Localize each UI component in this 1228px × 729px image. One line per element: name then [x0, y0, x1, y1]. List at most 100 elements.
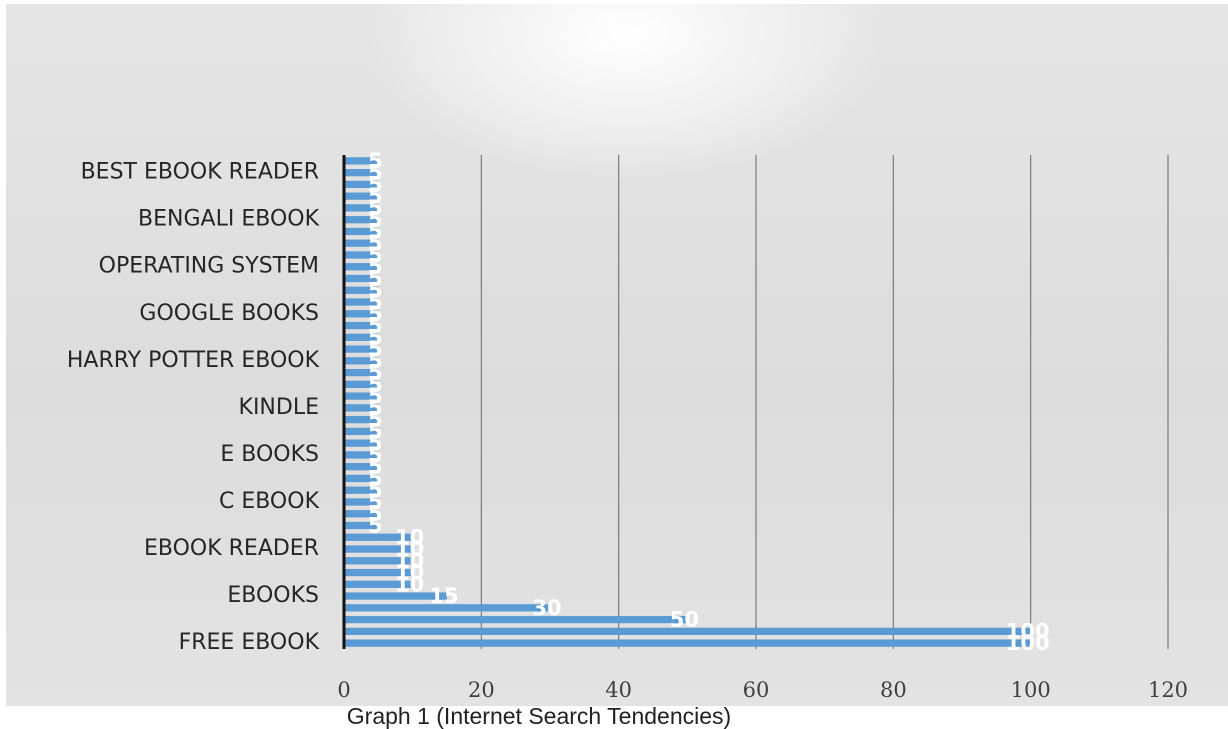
x-tick-label: 100 — [1011, 678, 1051, 702]
x-tick-label: 120 — [1148, 678, 1188, 702]
bar — [344, 345, 379, 353]
data-label: 5 — [368, 337, 383, 361]
bar — [344, 321, 379, 330]
bar — [344, 415, 379, 424]
data-label: 10 — [395, 549, 424, 573]
data-label: 5 — [368, 396, 383, 420]
bar — [344, 474, 379, 483]
data-label: 5 — [368, 419, 383, 443]
data-label: 5 — [368, 502, 383, 526]
category-label: C EBOOK — [219, 489, 320, 514]
bar — [344, 368, 379, 377]
bar — [344, 180, 379, 189]
data-label: 10 — [395, 572, 424, 596]
bar — [344, 380, 379, 389]
data-label: 5 — [368, 302, 383, 326]
chart-frame: 100 100 50 30 15 10 10 10 10 10 5 5 5 5 5 5 5 5 5 5 5 5 5 5 5 5 5 5… — [6, 4, 1228, 706]
data-label: 10 — [395, 561, 424, 585]
bar — [344, 192, 379, 200]
category-label: HARRY POTTER EBOOK — [67, 348, 320, 373]
bar — [344, 568, 413, 577]
category-labels: FREE EBOOK EBOOKS EBOOK READER C EBOOK E BOO… — [67, 160, 320, 655]
bar — [344, 439, 379, 447]
data-label: 50 — [670, 608, 699, 632]
category-label: BENGALI EBOOK — [138, 207, 320, 232]
data-label: 5 — [368, 466, 383, 490]
x-tick-label: 80 — [880, 678, 907, 702]
bar — [344, 604, 550, 612]
bar — [344, 168, 379, 177]
bar — [344, 204, 379, 212]
category-label: EBOOKS — [227, 583, 319, 608]
data-label: 5 — [368, 278, 383, 302]
bar — [344, 510, 379, 518]
bar — [344, 451, 379, 459]
bar — [344, 286, 379, 294]
bar — [344, 557, 413, 565]
bar — [344, 498, 379, 506]
bar — [344, 263, 379, 271]
bar-chart: 1001005030151010101010555555555555555555… — [67, 149, 1188, 702]
data-label: 5 — [368, 208, 383, 232]
data-label: 5 — [368, 431, 383, 455]
bar — [344, 392, 379, 400]
gridlines — [480, 155, 1169, 649]
data-label: 100 — [1006, 619, 1050, 643]
bar — [344, 521, 379, 530]
data-label: 5 — [368, 184, 383, 208]
data-label: 5 — [368, 514, 383, 538]
data-label: 5 — [368, 314, 383, 338]
bar — [344, 216, 379, 224]
bar — [344, 227, 379, 236]
data-label: 10 — [395, 525, 424, 549]
category-label: OPERATING SYSTEM — [99, 254, 319, 279]
bar — [344, 427, 379, 436]
bar — [344, 580, 413, 588]
data-label: 5 — [368, 443, 383, 467]
data-label: 5 — [368, 172, 383, 196]
data-label: 15 — [429, 584, 458, 608]
data-label: 5 — [368, 349, 383, 373]
bar — [344, 545, 413, 553]
bar — [344, 627, 1031, 636]
data-label: 5 — [368, 196, 383, 220]
data-labels: 1001005030151010101010555555555555555555… — [368, 149, 1050, 655]
bar — [344, 310, 379, 318]
category-label: E BOOKS — [220, 442, 319, 467]
bar — [344, 404, 379, 412]
category-label: KINDLE — [239, 395, 319, 420]
data-label: 100 — [1006, 631, 1050, 655]
data-label: 30 — [532, 596, 561, 620]
data-label: 5 — [368, 219, 383, 243]
category-label: BEST EBOOK READER — [81, 160, 319, 185]
data-label: 5 — [368, 161, 383, 185]
chart-caption: Graph 1 (Internet Search Tendencies) — [346, 703, 732, 729]
bar — [344, 157, 379, 165]
bar — [344, 615, 688, 624]
category-label: GOOGLE BOOKS — [139, 301, 319, 326]
data-label: 5 — [368, 149, 383, 173]
data-label: 5 — [368, 255, 383, 279]
bar — [344, 251, 379, 259]
bar — [344, 533, 413, 541]
data-label: 5 — [368, 231, 383, 255]
data-label: 10 — [395, 537, 424, 561]
data-label: 5 — [368, 243, 383, 267]
bar — [344, 639, 1031, 647]
data-label: 5 — [368, 325, 383, 349]
data-label: 5 — [368, 372, 383, 396]
data-label: 5 — [368, 490, 383, 514]
category-label: EBOOK READER — [144, 536, 319, 561]
bar — [344, 357, 379, 365]
bar — [344, 486, 379, 494]
data-label: 5 — [368, 290, 383, 314]
bar — [344, 298, 379, 306]
x-tick-label: 40 — [605, 678, 632, 702]
bar — [344, 274, 379, 283]
bar — [344, 463, 379, 471]
data-label: 5 — [368, 361, 383, 385]
x-tick-label: 60 — [743, 678, 770, 702]
bar — [344, 333, 379, 341]
bar — [344, 592, 447, 600]
bar — [344, 239, 379, 247]
